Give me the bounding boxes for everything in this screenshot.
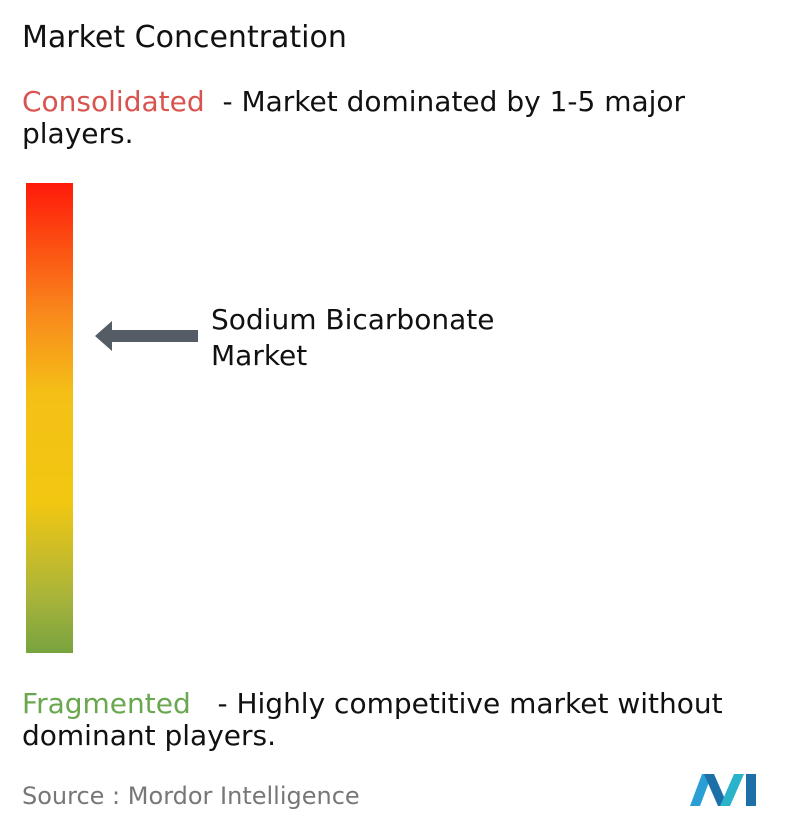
consolidated-description: - Market dominated by 1-5 major players. bbox=[22, 85, 686, 150]
source-name: Mordor Intelligence bbox=[127, 782, 360, 810]
logo-part bbox=[720, 774, 744, 806]
consolidated-label: Consolidated bbox=[22, 85, 205, 118]
fragmented-label: Fragmented bbox=[22, 687, 191, 720]
logo-part bbox=[704, 774, 728, 806]
logo-part bbox=[690, 774, 712, 806]
arrow bbox=[95, 321, 198, 351]
fragmented-text: Fragmented - Highly competitive market w… bbox=[22, 688, 792, 752]
source-label: Source : bbox=[22, 782, 121, 810]
title: Market Concentration bbox=[22, 20, 347, 55]
concentration-scale bbox=[26, 183, 73, 653]
logo bbox=[690, 774, 756, 806]
logo-part bbox=[746, 774, 756, 806]
fragmented-description: - Highly competitive market without domi… bbox=[22, 687, 723, 752]
arrow-shape bbox=[95, 321, 198, 351]
consolidated-text: Consolidated - Market dominated by 1-5 m… bbox=[22, 86, 782, 150]
source: Source : Mordor Intelligence bbox=[22, 782, 360, 810]
market-label: Sodium Bicarbonate Market bbox=[211, 303, 495, 372]
